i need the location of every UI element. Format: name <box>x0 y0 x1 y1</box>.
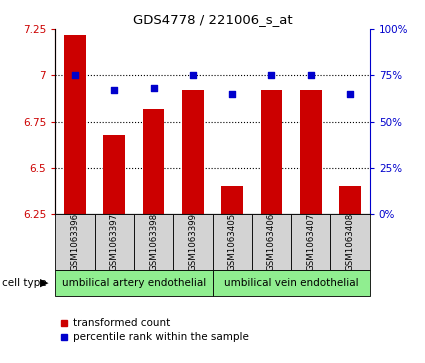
Bar <box>331 214 370 270</box>
Bar <box>300 90 322 214</box>
Bar <box>143 109 164 214</box>
Point <box>347 91 354 97</box>
Text: GSM1063408: GSM1063408 <box>346 213 354 272</box>
Text: GSM1063399: GSM1063399 <box>188 213 197 271</box>
Title: GDS4778 / 221006_s_at: GDS4778 / 221006_s_at <box>133 13 292 26</box>
Point <box>229 91 235 97</box>
Bar <box>55 270 212 296</box>
Bar <box>212 270 370 296</box>
Text: GSM1063405: GSM1063405 <box>228 213 237 272</box>
Text: ▶: ▶ <box>40 278 48 288</box>
Text: GSM1063397: GSM1063397 <box>110 213 119 272</box>
Point <box>307 73 314 78</box>
Point <box>111 87 118 93</box>
Bar <box>221 187 243 214</box>
Text: umbilical vein endothelial: umbilical vein endothelial <box>224 278 358 288</box>
Bar <box>339 187 361 214</box>
Bar <box>291 214 331 270</box>
Bar <box>212 214 252 270</box>
Point <box>71 73 78 78</box>
Point <box>268 73 275 78</box>
Point <box>150 85 157 91</box>
Bar <box>173 214 212 270</box>
Bar <box>55 214 94 270</box>
Text: GSM1063406: GSM1063406 <box>267 213 276 272</box>
Bar <box>252 214 291 270</box>
Bar <box>261 90 282 214</box>
Bar <box>134 214 173 270</box>
Point <box>190 73 196 78</box>
Text: cell type: cell type <box>2 278 47 288</box>
Text: GSM1063407: GSM1063407 <box>306 213 315 272</box>
Bar <box>94 214 134 270</box>
Bar <box>182 90 204 214</box>
Text: umbilical artery endothelial: umbilical artery endothelial <box>62 278 206 288</box>
Legend: transformed count, percentile rank within the sample: transformed count, percentile rank withi… <box>55 314 253 347</box>
Text: GSM1063398: GSM1063398 <box>149 213 158 272</box>
Bar <box>64 34 86 214</box>
Bar <box>103 135 125 214</box>
Text: GSM1063396: GSM1063396 <box>71 213 79 272</box>
